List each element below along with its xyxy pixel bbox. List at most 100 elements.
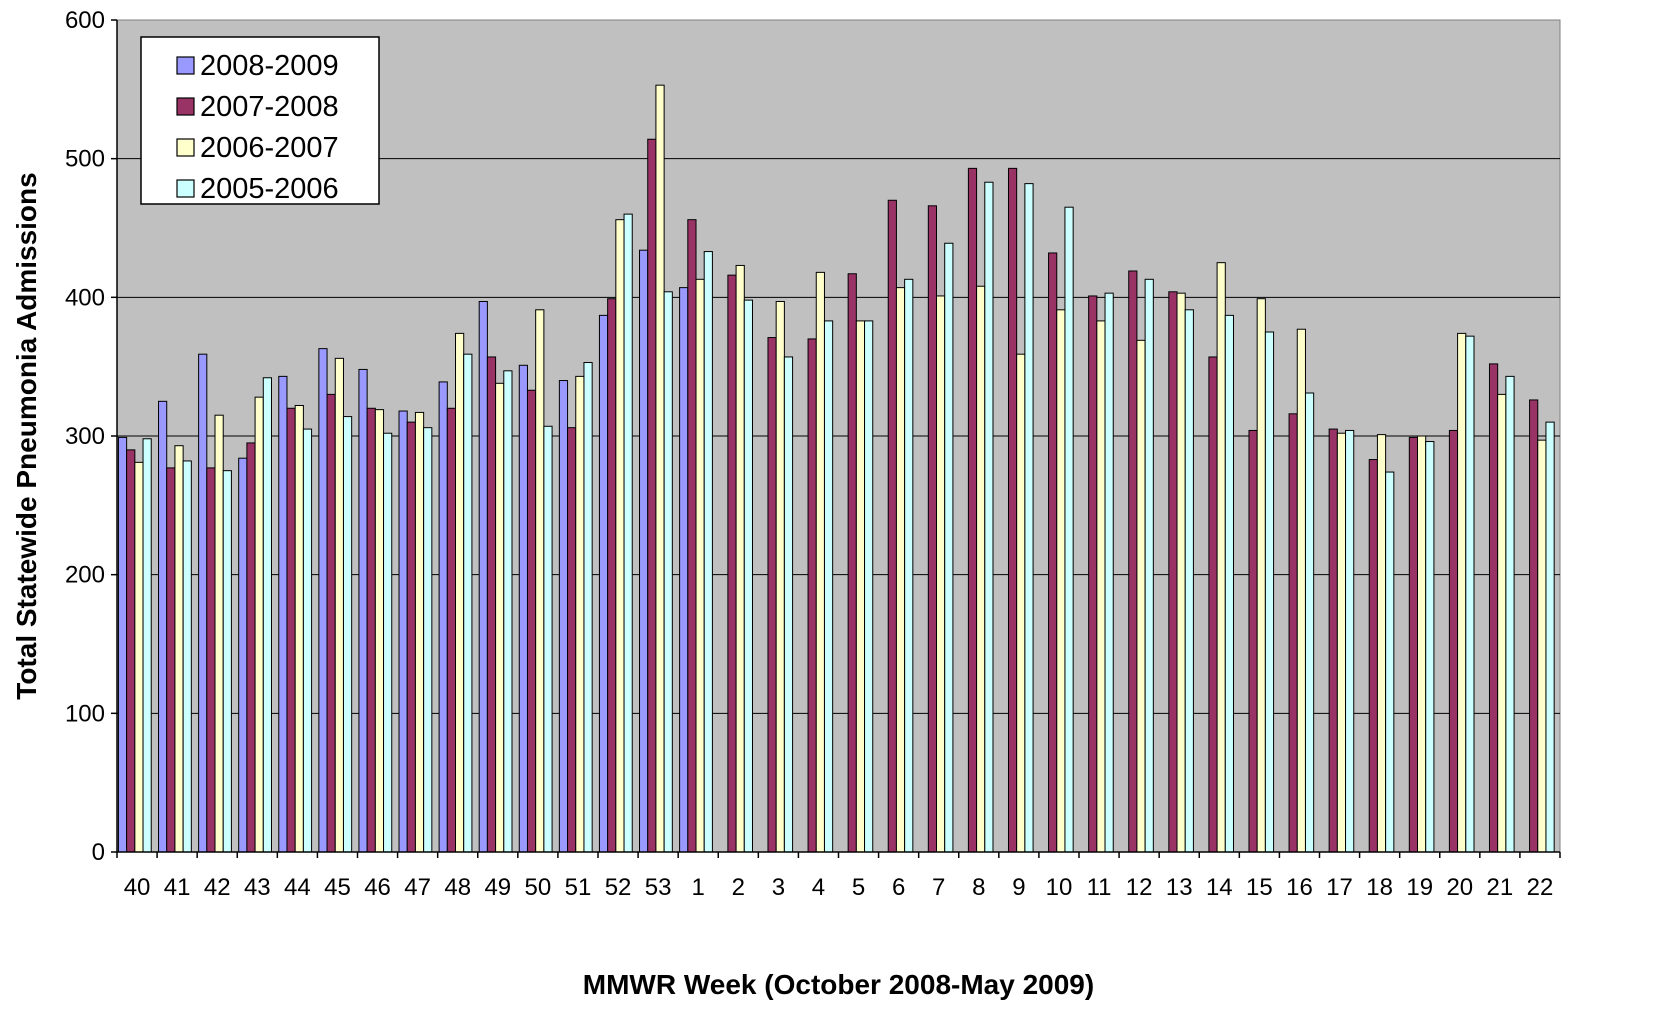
y-tick-label: 0 (92, 839, 105, 866)
bar-2006-2007-week-11 (1096, 320, 1106, 853)
bar-2007-2008-week-12 (1128, 270, 1138, 853)
bar-2005-2006-week-47 (423, 427, 433, 853)
bar-2005-2006-week-42 (222, 470, 232, 853)
bar-2008-2009-week-42 (198, 353, 208, 853)
y-tick-label: 100 (65, 700, 105, 727)
bar-2007-2008-week-49 (486, 356, 497, 853)
bar-2006-2007-week-9 (1016, 353, 1026, 853)
bar-2005-2006-week-19 (1425, 441, 1435, 853)
bar-2006-2007-week-15 (1256, 298, 1266, 853)
bar-2006-2007-week-47 (414, 411, 425, 853)
bar-2005-2006-week-6 (904, 278, 914, 853)
x-tick-label-49: 49 (484, 874, 511, 901)
bar-2007-2008-week-5 (847, 273, 857, 853)
bar-2005-2006-week-21 (1505, 375, 1515, 853)
bar-2006-2007-week-43 (254, 396, 264, 853)
bar-2007-2008-week-16 (1288, 413, 1298, 853)
bar-2006-2007-week-8 (976, 285, 986, 853)
y-tick-label: 200 (65, 562, 105, 589)
bar-2006-2007-week-45 (334, 357, 344, 853)
bar-2007-2008-week-21 (1488, 363, 1499, 853)
x-tick-label-48: 48 (444, 874, 471, 901)
bar-2005-2006-week-15 (1264, 331, 1275, 853)
bar-2007-2008-week-40 (126, 449, 136, 853)
y-tick-labels: 0 100 200 300 400 500 600 (65, 7, 117, 866)
bar-2007-2008-week-7 (927, 205, 938, 853)
bar-2007-2008-week-43 (246, 442, 256, 853)
bar-2005-2006-week-41 (182, 460, 192, 853)
x-tick-label-16: 16 (1286, 874, 1313, 901)
bar-2007-2008-week-52 (607, 298, 617, 853)
bar-2006-2007-week-18 (1376, 434, 1387, 853)
legend-swatch-2007-2008 (176, 97, 195, 116)
bar-2006-2007-week-20 (1457, 332, 1467, 853)
x-tick-label-45: 45 (324, 874, 351, 901)
bar-2008-2009-week-47 (398, 410, 408, 853)
bar-2008-2009-week-41 (158, 400, 168, 853)
bar-2005-2006-week-8 (984, 181, 994, 853)
bar-2008-2009-week-51 (558, 380, 569, 853)
x-tick-label-43: 43 (244, 874, 271, 901)
x-tick-label-53: 53 (645, 874, 672, 901)
bar-2007-2008-week-18 (1368, 459, 1378, 853)
bar-2005-2006-week-7 (944, 242, 954, 853)
x-tick-label-50: 50 (525, 874, 552, 901)
bar-2007-2008-week-20 (1448, 429, 1459, 853)
x-tick-label-18: 18 (1366, 874, 1393, 901)
x-tick-label-14: 14 (1206, 874, 1233, 901)
legend-swatch-2008-2009 (176, 56, 195, 75)
bar-2005-2006-week-13 (1184, 309, 1194, 853)
bar-2006-2007-week-12 (1136, 339, 1146, 853)
bar-2005-2006-week-1 (703, 251, 713, 853)
bar-2006-2007-week-53 (655, 84, 665, 853)
x-tick-label-21: 21 (1487, 874, 1514, 901)
bar-2006-2007-week-2 (735, 264, 745, 853)
bar-2007-2008-week-47 (406, 421, 416, 853)
bar-2006-2007-week-22 (1537, 439, 1547, 853)
bar-2007-2008-week-45 (326, 393, 336, 853)
bar-2005-2006-week-20 (1465, 335, 1475, 853)
bar-2006-2007-week-4 (815, 271, 825, 853)
x-tick-label-17: 17 (1326, 874, 1353, 901)
bar-2007-2008-week-1 (687, 219, 697, 853)
bar-2008-2009-week-50 (518, 364, 528, 853)
bar-2007-2008-week-10 (1048, 252, 1058, 853)
bar-2005-2006-week-14 (1224, 314, 1234, 853)
bar-2006-2007-week-5 (855, 320, 866, 853)
bar-2008-2009-week-53 (639, 249, 649, 853)
legend-label-2005-2006: 2005-2006 (200, 173, 339, 205)
bar-2005-2006-week-16 (1304, 392, 1315, 853)
bar-2007-2008-week-9 (1007, 167, 1018, 853)
bar-2006-2007-week-46 (374, 409, 385, 853)
bar-2008-2009-week-49 (478, 300, 488, 853)
bar-2005-2006-week-2 (743, 299, 753, 853)
bar-2007-2008-week-6 (887, 199, 897, 853)
legend-label-2008-2009: 2008-2009 (200, 50, 339, 82)
bar-2005-2006-week-11 (1104, 292, 1114, 853)
legend-swatch-2006-2007 (176, 138, 195, 157)
x-tick-label-52: 52 (605, 874, 632, 901)
bar-2007-2008-week-51 (567, 427, 577, 853)
bar-2007-2008-week-8 (967, 167, 978, 853)
bar-2007-2008-week-11 (1088, 295, 1098, 853)
bar-2006-2007-week-14 (1216, 262, 1226, 853)
bar-2006-2007-week-50 (535, 309, 545, 853)
x-tick-label-40: 40 (124, 874, 151, 901)
legend-label-2006-2007: 2006-2007 (200, 132, 339, 164)
bars (117, 84, 1555, 853)
x-tick-label-15: 15 (1246, 874, 1273, 901)
x-tick-label-46: 46 (364, 874, 391, 901)
bar-2008-2009-week-52 (598, 314, 609, 853)
x-tick-label-22: 22 (1527, 874, 1554, 901)
x-tick-label-3: 3 (772, 874, 785, 901)
bar-2007-2008-week-41 (166, 467, 176, 853)
bar-2005-2006-week-44 (302, 428, 313, 853)
bar-2007-2008-week-48 (446, 407, 457, 853)
x-tick-label-20: 20 (1446, 874, 1473, 901)
bar-2005-2006-week-45 (342, 416, 353, 853)
bar-2005-2006-week-50 (543, 425, 553, 853)
bar-2005-2006-week-43 (262, 377, 272, 853)
bar-2006-2007-week-19 (1417, 435, 1427, 853)
bar-2006-2007-week-17 (1336, 432, 1347, 853)
